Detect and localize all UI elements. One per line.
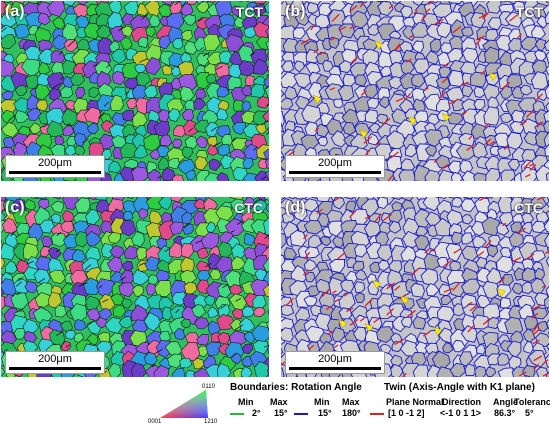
grain: [465, 364, 476, 376]
grain: [281, 328, 293, 342]
twin-title: Twin (Axis-Angle with K1 plane): [384, 382, 535, 393]
condition-label: TCT: [236, 4, 263, 20]
panel-d-boundary-map: (d) CTC 200μm: [281, 197, 549, 377]
twin-tolerance-value: 5°: [525, 408, 534, 418]
grain: [355, 75, 367, 86]
grain: [449, 70, 464, 86]
ipf-key-left-label: 0001: [148, 419, 161, 425]
twin-direction-value: <-1 0 1 1>: [440, 408, 481, 418]
high-min-header: Min: [314, 397, 330, 407]
grain: [367, 98, 378, 108]
scale-text: 200μm: [6, 353, 104, 365]
panel-label: (c): [5, 199, 25, 217]
ipf-color-key: 0110 0001 1210: [148, 384, 218, 426]
panel-c-ipf-map: (c) CTC 200μm: [1, 197, 269, 377]
ipf-grain-map-a: [1, 1, 269, 181]
high-max-value: 180°: [342, 408, 361, 418]
grain: [399, 170, 416, 181]
grain: [470, 72, 486, 87]
ipf-grain-map-c: [1, 197, 269, 377]
scale-text: 200μm: [286, 157, 384, 169]
scale-bar: 200μm: [5, 155, 105, 178]
twin-swatch: [370, 413, 384, 415]
scale-text: 200μm: [286, 353, 384, 365]
panel-label: (d): [285, 199, 305, 217]
scale-line: [289, 171, 381, 174]
condition-label: CTC: [514, 200, 543, 216]
panel-a-ipf-map: (a) TCT 200μm: [1, 1, 269, 181]
ipf-key-right-label: 1210: [204, 419, 217, 425]
low-angle-swatch: [230, 413, 244, 415]
boundary-grain-map-b: [281, 1, 549, 181]
high-angle-swatch: [294, 413, 308, 415]
grain: [14, 328, 25, 339]
scale-line: [9, 367, 101, 370]
grain: [501, 298, 511, 308]
grain: [501, 170, 516, 181]
boundary-grain-map-d: [281, 197, 549, 377]
grain: [307, 2, 318, 13]
scale-bar: 200μm: [285, 155, 385, 178]
low-min-header: Min: [238, 397, 254, 407]
high-max-header: Max: [342, 397, 360, 407]
grain: [281, 305, 294, 316]
low-max-value: 15°: [274, 408, 288, 418]
panel-label: (b): [285, 3, 305, 21]
twin-header-plane-normal: Plane Normal: [386, 397, 444, 407]
grain: [334, 99, 344, 108]
condition-label: TCT: [516, 4, 543, 20]
scale-bar: 200μm: [5, 351, 105, 374]
grain: [452, 232, 463, 243]
low-min-value: 2°: [252, 408, 261, 418]
scale-text: 200μm: [6, 157, 104, 169]
boundaries-legend: Boundaries: Rotation Angle Min Max Min M…: [230, 382, 370, 426]
scale-bar: 200μm: [285, 351, 385, 374]
high-min-value: 15°: [318, 408, 332, 418]
twin-legend: Twin (Axis-Angle with K1 plane) Plane No…: [370, 382, 548, 426]
grain: [450, 261, 461, 271]
twin-plane-normal-value: [1 0 -1 2]: [388, 408, 425, 418]
low-max-header: Max: [270, 397, 288, 407]
twin-header-direction: Direction: [442, 397, 481, 407]
scale-line: [289, 367, 381, 370]
condition-label: CTC: [234, 200, 263, 216]
twin-header-tolerance: Tolerance: [514, 397, 550, 407]
grain: [55, 305, 67, 317]
scale-line: [9, 171, 101, 174]
ipf-key-top-label: 0110: [202, 384, 215, 390]
boundaries-title: Boundaries: Rotation Angle: [230, 382, 362, 393]
twin-angle-value: 86.3°: [494, 408, 515, 418]
grain: [411, 283, 425, 297]
grain: [401, 317, 412, 328]
panel-label: (a): [5, 3, 25, 21]
panel-b-boundary-map: (b) TCT 200μm: [281, 1, 549, 181]
